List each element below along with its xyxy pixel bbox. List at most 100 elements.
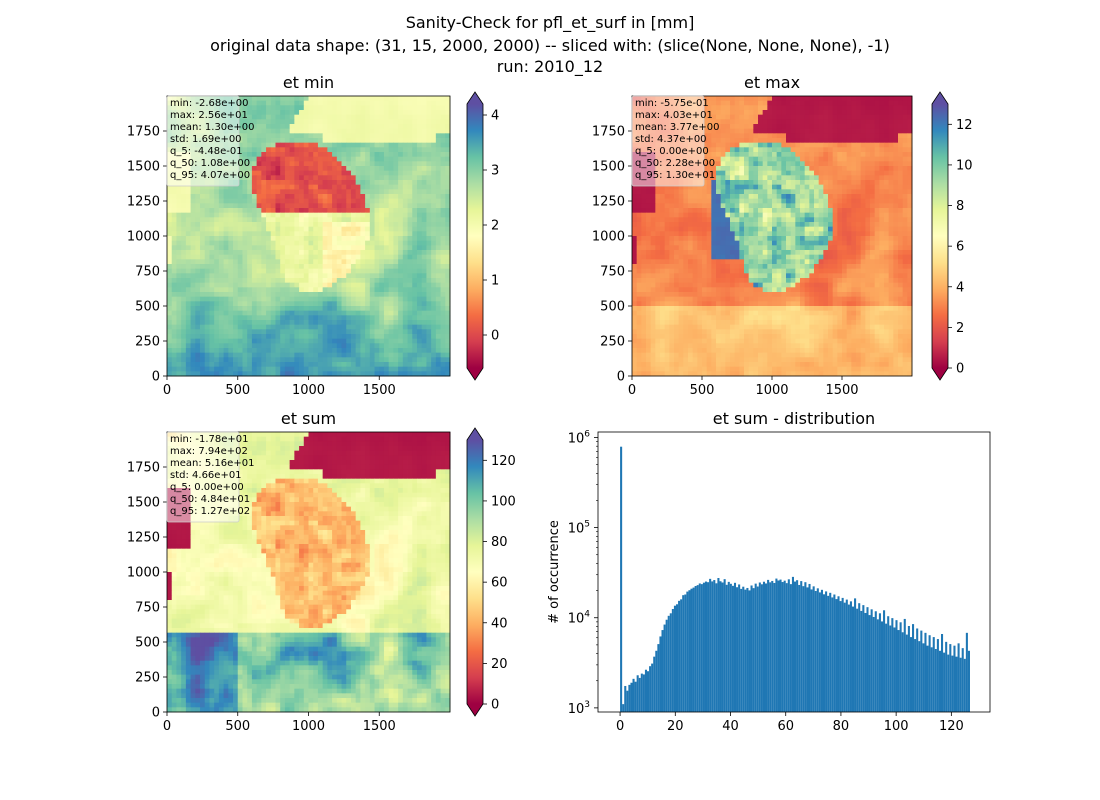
x-tick-label: 1500 xyxy=(825,383,858,398)
y-tick-label: 1000 xyxy=(127,230,160,245)
histogram-bar xyxy=(684,594,687,712)
stats-line: q_5: -4.48e-01 xyxy=(170,146,243,157)
colorbar-extend-min xyxy=(932,368,948,380)
histogram-bar xyxy=(835,599,838,712)
histogram-bar xyxy=(922,643,925,712)
histogram-bar xyxy=(696,585,699,712)
histogram-bar xyxy=(822,594,826,712)
histogram-bar xyxy=(876,619,879,712)
stats-line: mean: 3.77e+00 xyxy=(635,122,719,133)
stats-line: max: 2.56e+01 xyxy=(170,110,248,121)
stats-line: std: 4.37e+00 xyxy=(635,134,707,145)
histogram-bar xyxy=(640,673,643,712)
histogram-bar xyxy=(725,584,728,712)
histogram-bar xyxy=(934,649,937,712)
stats-line: q_5: 0.00e+00 xyxy=(170,482,244,493)
heatmap-panel-2: et max 0 500 1000 1500 0 250 500 750 1000 1250 1500… xyxy=(592,73,973,398)
x-tick-label: 120 xyxy=(939,719,964,734)
x-tick-label: 40 xyxy=(722,719,739,734)
histogram-bar xyxy=(620,446,623,712)
stats-line: q_50: 2.28e+00 xyxy=(635,158,715,169)
histogram-bar xyxy=(729,583,732,712)
stats-line: q_5: 0.00e+00 xyxy=(635,146,709,157)
histogram-bar xyxy=(773,582,776,712)
histogram-bar xyxy=(926,645,929,712)
stats-line: q_50: 1.08e+00 xyxy=(170,158,250,169)
x-tick-label: 100 xyxy=(884,719,909,734)
stats-line: max: 4.03e+01 xyxy=(635,110,713,121)
histogram-bar xyxy=(814,591,817,712)
y-tick-label: 1750 xyxy=(592,125,625,140)
histogram-bar xyxy=(938,650,941,712)
stats-line: q_50: 4.84e+01 xyxy=(170,494,250,505)
histogram-bar xyxy=(794,581,797,712)
colorbar-tick-label: 2 xyxy=(956,321,964,336)
figure-subtitle-data-shape: original data shape: (31, 15, 2000, 2000… xyxy=(210,36,890,55)
x-tick-label: 0 xyxy=(163,719,171,734)
histogram-bar xyxy=(719,581,722,712)
histogram-bar xyxy=(864,612,867,712)
histogram-bar xyxy=(638,677,641,712)
x-tick-label: 0 xyxy=(628,383,636,398)
stats-line: mean: 1.30e+00 xyxy=(170,122,254,133)
histogram-bar xyxy=(711,581,714,712)
histogram-bar xyxy=(862,605,865,712)
stats-line: max: 7.94e+02 xyxy=(170,446,248,457)
stats-line: min: -2.68e+00 xyxy=(170,98,249,109)
histogram-bar xyxy=(642,674,645,712)
histogram-bar xyxy=(953,645,956,712)
colorbar-gradient xyxy=(467,104,483,368)
stats-line: mean: 5.16e+01 xyxy=(170,458,254,469)
colorbar-extend-min xyxy=(467,368,483,380)
histogram-bar xyxy=(704,581,708,712)
colorbar-extend-max xyxy=(932,92,948,104)
histogram-bar xyxy=(829,592,832,712)
panel-title: et max xyxy=(744,73,800,92)
histogram-bar xyxy=(692,587,695,712)
histogram-bar xyxy=(748,590,751,712)
histogram-bar xyxy=(680,599,683,712)
histogram-bar xyxy=(649,666,652,712)
histogram-bar xyxy=(858,603,861,712)
histogram-bar xyxy=(760,584,763,712)
y-tick-label: 106 xyxy=(568,429,591,446)
histogram-bar xyxy=(731,585,734,712)
histogram-bar xyxy=(779,579,782,712)
histogram-bar xyxy=(870,609,873,712)
histogram-bar xyxy=(872,616,875,712)
histogram-bar xyxy=(709,578,712,712)
stats-line: q_95: 4.07e+00 xyxy=(170,170,250,181)
histogram-bar xyxy=(901,632,904,712)
y-tick-label: 1250 xyxy=(127,531,160,546)
y-tick-label: 750 xyxy=(135,265,160,280)
histogram-bar xyxy=(671,609,674,712)
histogram-bar xyxy=(762,581,766,712)
histogram-bar xyxy=(769,582,772,712)
histogram-bar xyxy=(802,586,805,712)
histogram-bar xyxy=(905,634,908,712)
histogram-bar xyxy=(920,630,923,712)
histogram-bar xyxy=(663,624,666,712)
histogram-bar xyxy=(951,655,954,712)
y-tick-label: 500 xyxy=(600,300,625,315)
histogram-bar xyxy=(667,615,670,712)
histogram-bar xyxy=(957,643,960,712)
x-tick-label: 80 xyxy=(833,719,850,734)
y-tick-label: 0 xyxy=(152,706,160,721)
y-tick-label: 250 xyxy=(600,335,625,350)
x-tick-label: 1500 xyxy=(363,719,396,734)
histogram-bar xyxy=(796,580,799,712)
histogram-bar xyxy=(883,610,886,712)
colorbar-tick-label: 0 xyxy=(491,329,499,344)
histogram-bar xyxy=(686,591,689,712)
heatmap-image xyxy=(167,432,451,713)
y-tick-label: 104 xyxy=(568,610,591,627)
y-tick-label: 500 xyxy=(135,636,160,651)
y-tick-label: 1500 xyxy=(592,160,625,175)
histogram-bar xyxy=(880,621,884,712)
histogram-bar xyxy=(893,627,896,712)
histogram-bar xyxy=(775,578,778,712)
histogram-bar xyxy=(673,605,676,712)
x-tick-label: 0 xyxy=(616,719,624,734)
